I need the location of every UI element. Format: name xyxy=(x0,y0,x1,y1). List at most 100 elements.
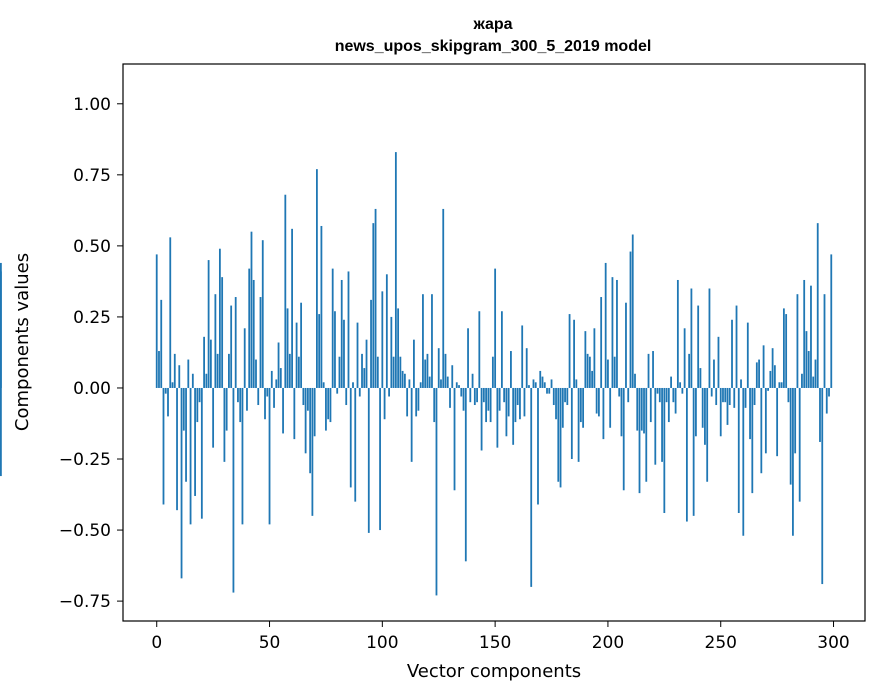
bar xyxy=(552,387,555,406)
bar xyxy=(349,387,352,488)
bar xyxy=(600,297,603,388)
bar xyxy=(473,387,476,406)
bar xyxy=(697,305,700,388)
bar xyxy=(239,387,242,423)
bar xyxy=(674,387,677,414)
bar xyxy=(683,328,686,388)
bar xyxy=(216,353,219,388)
bar xyxy=(230,305,233,388)
bar xyxy=(408,379,411,388)
bar xyxy=(753,387,756,406)
bar xyxy=(564,387,566,403)
bar xyxy=(196,387,199,423)
bar xyxy=(636,387,639,431)
bar xyxy=(273,387,275,408)
bar xyxy=(237,387,239,403)
bar xyxy=(620,387,623,437)
bar xyxy=(304,387,307,454)
bar xyxy=(722,387,724,403)
bar xyxy=(417,387,420,411)
bar xyxy=(769,370,772,388)
bar xyxy=(825,387,828,414)
bar xyxy=(352,382,354,388)
bar xyxy=(302,387,305,406)
bar xyxy=(455,382,458,388)
y-axis-ticks: −0.75 −0.50 −0.25 0.00 0.25 0.50 0.75 1.00 xyxy=(59,95,123,612)
bar xyxy=(169,237,172,388)
bar xyxy=(810,285,812,388)
bar xyxy=(176,387,178,511)
bar xyxy=(588,356,591,388)
bar xyxy=(828,387,830,397)
bar xyxy=(300,302,303,388)
bar xyxy=(482,387,485,403)
bar xyxy=(460,387,463,397)
bar xyxy=(343,319,345,388)
bar xyxy=(223,387,226,462)
bar xyxy=(710,387,713,397)
bar xyxy=(663,387,666,514)
bar xyxy=(514,387,517,423)
bar xyxy=(760,387,763,474)
bar xyxy=(306,387,309,411)
bar xyxy=(537,387,539,505)
bar xyxy=(419,382,422,388)
y-tick-label: −0.25 xyxy=(59,450,111,470)
bar xyxy=(250,231,253,388)
bar xyxy=(785,314,788,388)
bar xyxy=(667,387,670,423)
bar xyxy=(453,387,456,491)
bar xyxy=(550,379,553,388)
bar xyxy=(234,297,237,388)
bar xyxy=(604,262,607,388)
bar xyxy=(334,311,336,388)
bar xyxy=(543,382,546,388)
bar xyxy=(406,387,409,417)
bar xyxy=(593,328,596,388)
bar xyxy=(661,387,663,462)
x-axis-ticks: 0 50 100 150 200 250 300 xyxy=(151,621,850,653)
x-tick-label: 250 xyxy=(705,633,737,653)
bar xyxy=(746,322,749,388)
bar xyxy=(566,387,569,406)
bar xyxy=(228,353,230,388)
bar xyxy=(690,288,693,388)
bar xyxy=(277,342,280,388)
bar xyxy=(749,387,751,440)
bar xyxy=(164,387,167,394)
bars-group xyxy=(0,152,833,596)
bar xyxy=(598,387,600,417)
bar xyxy=(561,387,564,428)
bar xyxy=(259,297,262,388)
bar xyxy=(521,325,524,388)
bar xyxy=(180,387,183,579)
bar xyxy=(640,387,643,431)
bar xyxy=(194,387,196,496)
bar xyxy=(494,268,497,388)
bar xyxy=(311,387,314,516)
bar xyxy=(478,311,481,388)
bar xyxy=(160,299,163,388)
bar xyxy=(812,376,815,388)
bar xyxy=(316,169,318,388)
bar xyxy=(794,387,797,454)
bar xyxy=(449,387,451,408)
bar xyxy=(764,387,767,454)
bar xyxy=(214,294,217,388)
bar xyxy=(801,373,803,388)
bar xyxy=(270,370,273,388)
bar xyxy=(365,339,368,388)
bar xyxy=(634,373,636,388)
y-tick-label: −0.75 xyxy=(59,592,111,612)
bar xyxy=(451,365,454,388)
bar xyxy=(704,387,706,445)
bar xyxy=(241,387,244,525)
bar xyxy=(155,254,158,388)
bar xyxy=(173,353,176,388)
bar xyxy=(437,348,440,388)
bar xyxy=(284,194,287,388)
bar xyxy=(611,277,614,388)
bar xyxy=(252,279,255,388)
bar xyxy=(498,387,501,411)
bar xyxy=(649,387,652,423)
